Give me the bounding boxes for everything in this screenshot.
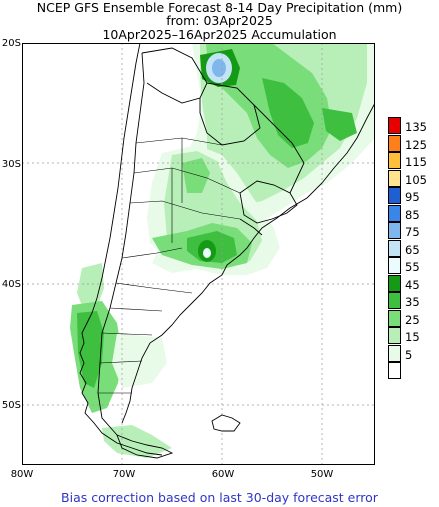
lat-label-20s: 20S xyxy=(1,38,21,49)
legend-label: 115 xyxy=(405,155,427,169)
legend-level-row: 85 xyxy=(388,204,434,222)
legend-label: 65 xyxy=(405,242,420,257)
precip-shading xyxy=(70,43,375,458)
lon-label-50w: 50W xyxy=(310,469,334,480)
legend-label: 95 xyxy=(405,190,420,204)
legend-label: 15 xyxy=(405,330,420,344)
tierra-del-fuego xyxy=(116,434,174,459)
precip-area-pampas-55 xyxy=(203,248,211,258)
bolivia-border xyxy=(141,47,208,104)
legend-level-row: 5 xyxy=(388,344,434,362)
legend-label: 125 xyxy=(405,137,427,152)
precipitation-map xyxy=(22,43,375,465)
lat-label-30s: 30S xyxy=(1,159,21,170)
province-lines xyxy=(98,137,241,394)
legend-level-row xyxy=(388,362,434,379)
map-title: NCEP GFS Ensemble Forecast 8-14 Day Prec… xyxy=(36,0,403,15)
legend-label: 85 xyxy=(405,207,420,222)
legend-swatch xyxy=(388,152,401,169)
uruguay-border xyxy=(239,180,298,224)
legend-swatch xyxy=(388,327,401,344)
legend-label: 55 xyxy=(405,260,420,274)
precip-area-north-35 xyxy=(262,78,314,148)
coastlines-and-borders xyxy=(79,43,375,459)
precip-area-ne-35 xyxy=(322,108,357,141)
legend-level-row: 45 xyxy=(388,274,434,292)
legend-level-row: 135 xyxy=(388,117,434,134)
legend-swatch xyxy=(388,222,401,239)
precip-area-patagonia-light xyxy=(112,333,167,388)
legend-label: 35 xyxy=(405,295,420,309)
legend-level-row: 15 xyxy=(388,327,434,344)
rio-de-la-plata xyxy=(239,218,263,236)
atlantic-coastline xyxy=(121,102,375,424)
legend-label: 105 xyxy=(405,172,427,187)
legend-swatch xyxy=(388,344,401,362)
legend-swatch xyxy=(388,257,401,274)
legend-level-row: 115 xyxy=(388,152,434,169)
lon-label-60w: 60W xyxy=(211,469,235,480)
legend-swatch xyxy=(388,117,401,134)
legend-level-row: 75 xyxy=(388,222,434,239)
precip-area-tierra-del-fuego xyxy=(102,425,172,458)
grid-lines xyxy=(22,43,375,465)
legend-swatch xyxy=(388,292,401,309)
precip-legend: 135 125 115 105 95 85 75 65 55 45 35 25 15 5 xyxy=(388,117,434,390)
legend-level-row: 25 xyxy=(388,309,434,327)
pacific-coastline xyxy=(79,43,163,456)
legend-swatch xyxy=(388,169,401,187)
legend-swatch xyxy=(388,362,401,379)
legend-swatch xyxy=(388,274,401,292)
lon-label-80w: 80W xyxy=(10,469,34,480)
legend-swatch xyxy=(388,204,401,222)
legend-label: 5 xyxy=(405,347,413,362)
brazil-south-border xyxy=(253,104,305,194)
legend-level-row: 105 xyxy=(388,169,434,187)
map-valid-period: 10Apr2025–16Apr2025 Accumulation xyxy=(102,27,337,42)
legend-swatch xyxy=(388,187,401,204)
lat-label-50s: 50S xyxy=(1,400,21,411)
legend-level-row: 55 xyxy=(388,257,434,274)
legend-swatch xyxy=(388,309,401,327)
map-border xyxy=(22,43,375,465)
legend-level-row: 125 xyxy=(388,134,434,152)
legend-label: 75 xyxy=(405,225,420,239)
lon-label-70w: 70W xyxy=(112,469,136,480)
paraguay-border xyxy=(199,82,261,146)
map-init-date: from: 03Apr2025 xyxy=(166,13,273,28)
legend-level-row: 35 xyxy=(388,292,434,309)
legend-level-row: 65 xyxy=(388,239,434,257)
legend-label: 25 xyxy=(405,312,420,327)
precip-area-andes-north xyxy=(77,263,104,311)
legend-swatch xyxy=(388,239,401,257)
precip-area-central-25 xyxy=(182,158,210,193)
falkland-islands xyxy=(211,414,241,432)
bias-correction-note: Bias correction based on last 30-day for… xyxy=(61,490,378,505)
legend-label: 135 xyxy=(405,120,427,134)
lat-label-40s: 40S xyxy=(1,279,21,290)
legend-swatch xyxy=(388,134,401,152)
precip-area-paraguay-75 xyxy=(212,59,226,77)
legend-level-row: 95 xyxy=(388,187,434,204)
legend-label: 45 xyxy=(405,277,420,292)
